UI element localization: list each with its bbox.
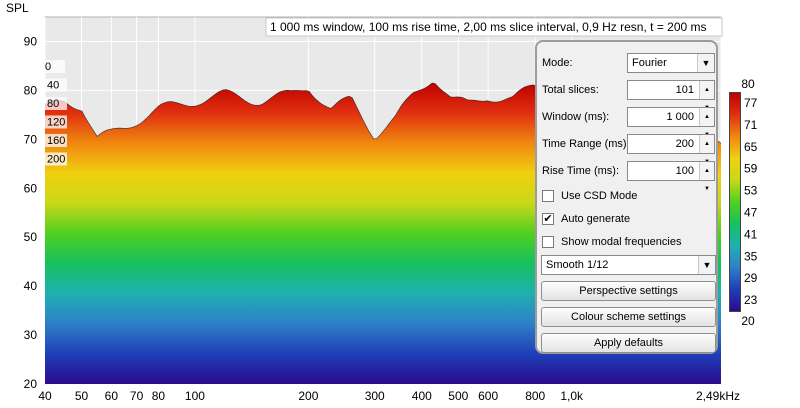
- smoothing-select[interactable]: Smooth 1/12 ▼: [541, 255, 716, 275]
- slice-time-label-bg: [45, 97, 67, 110]
- colour-scale-tick-label: 59: [744, 162, 758, 176]
- slice-time-label: 200: [47, 154, 65, 166]
- colour-scale-tick-label: 77: [744, 96, 758, 110]
- spinner-arrows-icon[interactable]: ▲▼: [699, 108, 714, 138]
- rise-time-row: Rise Time (ms):: [542, 161, 619, 181]
- rise-time-spinner[interactable]: 100 ▲ ▼: [627, 161, 715, 192]
- y-tick-label: 60: [24, 181, 38, 195]
- slice-time-labels: 0 40 80 120 160 200: [43, 60, 67, 166]
- chart-title: 1 000 ms window, 100 ms rise time, 2,00 …: [270, 20, 707, 34]
- x-tick-label: 100: [185, 389, 205, 403]
- auto-generate-checkbox[interactable]: ✔ Auto generate: [542, 209, 630, 229]
- y-tick-label: 40: [24, 279, 38, 293]
- x-tick-label: 500: [448, 389, 468, 403]
- spinner-arrows-icon[interactable]: ▲▼: [699, 135, 714, 165]
- y-tick-label: 90: [24, 34, 38, 48]
- x-tick-label: 60: [105, 389, 119, 403]
- y-tick-label: 50: [24, 230, 38, 244]
- perspective-settings-label: Perspective settings: [579, 285, 678, 297]
- colour-scheme-settings-label: Colour scheme settings: [571, 311, 686, 323]
- mode-row: Mode:: [542, 53, 573, 73]
- y-tick-label: 80: [24, 83, 38, 97]
- total-slices-row: Total slices:: [542, 80, 599, 100]
- checkmark-icon[interactable]: ✔: [542, 213, 554, 225]
- slice-time-label: 80: [47, 98, 59, 110]
- y-tick-label: 30: [24, 328, 38, 342]
- apply-defaults-button[interactable]: Apply defaults: [541, 333, 716, 353]
- rise-time-value: 100: [675, 165, 694, 177]
- x-tick-label: 70: [130, 389, 144, 403]
- slice-time-label: 0: [45, 61, 51, 73]
- slice-time-label-bg: [45, 134, 67, 147]
- slice-time-label-bg: [43, 60, 65, 73]
- x-tick-label: 80: [152, 389, 166, 403]
- slice-time-label: 120: [47, 117, 65, 129]
- total-slices-value: 101: [675, 84, 694, 96]
- x-tick-label: 50: [75, 389, 89, 403]
- colour-scale-tick-label: 29: [744, 271, 758, 285]
- x-tick-label: 1,0k: [560, 389, 584, 403]
- csd-mode-checkbox[interactable]: Use CSD Mode: [542, 186, 637, 206]
- slice-time-label-bg: [45, 78, 67, 92]
- colour-scale-tick-label: 65: [744, 140, 758, 154]
- auto-generate-label: Auto generate: [561, 213, 631, 225]
- x-axis: 40 50 60 70 80 100 200 300 400 500 600 800 1,0k 2,49k…: [38, 389, 740, 403]
- y-axis-label: SPL: [6, 1, 29, 15]
- spinner-arrows-icon[interactable]: ▲▼: [699, 162, 714, 192]
- slice-time-label-bg: [45, 115, 67, 129]
- time-range-value: 200: [675, 138, 694, 150]
- time-range-row: Time Range (ms):: [542, 134, 630, 154]
- x-tick-label: 40: [38, 389, 52, 403]
- y-tick-label: 20: [24, 377, 38, 391]
- chevron-down-icon[interactable]: ▼: [698, 256, 715, 274]
- chart-title-box: [265, 17, 723, 37]
- x-tick-label: 200: [298, 389, 318, 403]
- apply-defaults-label: Apply defaults: [593, 337, 664, 349]
- total-slices-spinner[interactable]: 101 ▲▼: [627, 80, 715, 111]
- y-tick-label: 70: [24, 132, 38, 146]
- slice-time-label-bg: [45, 152, 67, 166]
- window-row: Window (ms):: [542, 107, 609, 127]
- waterfall-controls-panel: Mode: Fourier ▼ Total slices: 101 ▲▼ Win…: [535, 40, 718, 354]
- mode-select[interactable]: Fourier ▼: [627, 53, 715, 73]
- x-tick-label: 2,49kHz: [696, 389, 740, 403]
- modal-frequencies-checkbox[interactable]: Show modal frequencies: [542, 232, 681, 252]
- colour-scale-tick-label: 47: [744, 205, 758, 219]
- y-axis: 20 30 40 50 60 70 80 90: [24, 34, 38, 391]
- colour-scheme-settings-button[interactable]: Colour scheme settings: [541, 307, 716, 327]
- csd-mode-label: Use CSD Mode: [561, 190, 638, 202]
- x-tick-label: 400: [412, 389, 432, 403]
- colour-scale-tick-label: 35: [744, 249, 758, 263]
- window-value: 1 000: [666, 111, 694, 123]
- colour-scale-tick-label: 71: [744, 118, 758, 132]
- colour-scale-tick-label: 20: [741, 314, 755, 328]
- spinner-arrows-icon[interactable]: ▲▼: [699, 81, 714, 111]
- colour-scale-tick-label: 41: [744, 227, 758, 241]
- total-slices-label: Total slices:: [542, 84, 599, 96]
- chevron-down-icon[interactable]: ▼: [697, 54, 714, 72]
- mode-value: Fourier: [632, 57, 667, 69]
- colour-scale-tick-label: 23: [744, 293, 758, 307]
- x-tick-label: 600: [478, 389, 498, 403]
- time-range-label: Time Range (ms):: [542, 138, 630, 150]
- slice-time-label: 40: [47, 80, 59, 92]
- window-label: Window (ms):: [542, 111, 610, 123]
- colour-scale-bar: [729, 92, 741, 312]
- rise-time-label: Rise Time (ms):: [542, 165, 619, 177]
- perspective-settings-button[interactable]: Perspective settings: [541, 281, 716, 301]
- x-tick-label: 800: [525, 389, 545, 403]
- x-tick-label: 300: [365, 389, 385, 403]
- colour-scale-tick-label: 53: [744, 184, 758, 198]
- slice-time-label: 160: [47, 135, 65, 147]
- colour-scale-tick-label: 80: [741, 77, 755, 91]
- mode-label: Mode:: [542, 57, 573, 69]
- modal-frequencies-label: Show modal frequencies: [561, 236, 682, 248]
- smoothing-value: Smooth 1/12: [546, 259, 609, 271]
- checkbox-unchecked-icon[interactable]: [542, 236, 554, 248]
- window-spinner[interactable]: 1 000 ▲▼: [627, 107, 715, 138]
- colour-scale-ticks: 20 23 29 35 41 47 53 59 65 71 77 80: [741, 77, 757, 328]
- time-range-spinner[interactable]: 200 ▲▼: [627, 134, 715, 165]
- checkbox-unchecked-icon[interactable]: [542, 190, 554, 202]
